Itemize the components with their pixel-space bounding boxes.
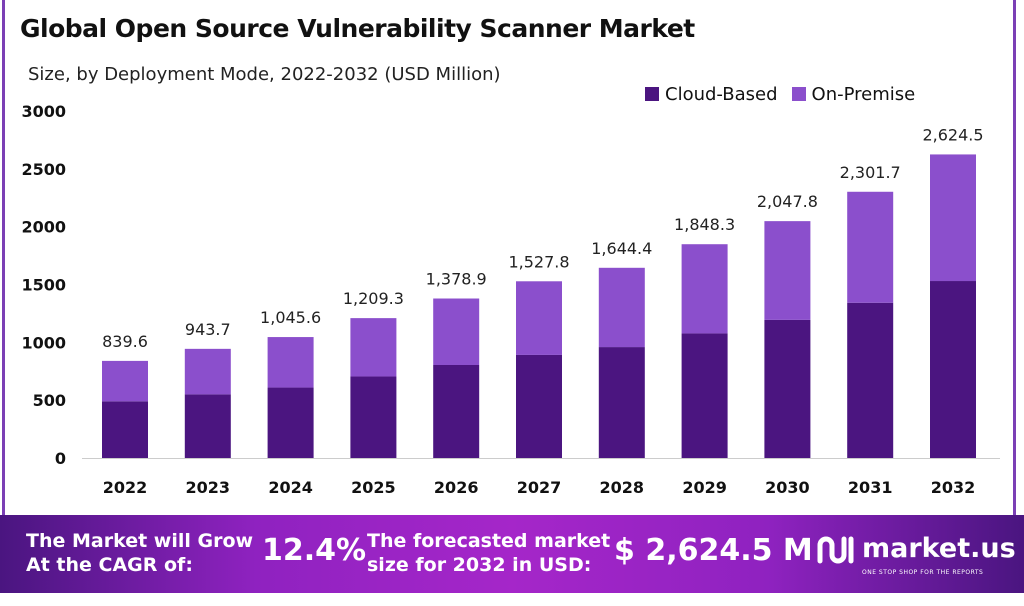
brand-tagline: ONE STOP SHOP FOR THE REPORTS xyxy=(862,569,984,576)
total-data-label: 1,378.9 xyxy=(426,270,487,289)
x-tick-label: 2024 xyxy=(268,478,313,497)
bar-premise xyxy=(764,221,811,320)
y-tick-label: 3000 xyxy=(21,102,66,121)
x-tick-label: 2029 xyxy=(682,478,727,497)
cagr-value: 12.4% xyxy=(262,533,367,568)
y-tick-label: 2000 xyxy=(21,218,66,237)
x-tick-label: 2023 xyxy=(186,478,231,497)
y-tick-label: 500 xyxy=(33,391,66,410)
forecast-label: The forecasted market size for 2032 in U… xyxy=(367,530,611,576)
bar-cloud xyxy=(764,319,811,458)
bar-cloud xyxy=(930,281,976,458)
legend-swatch-cloud xyxy=(645,87,659,101)
total-data-label: 1,644.4 xyxy=(591,239,652,258)
x-tick-label: 2022 xyxy=(103,478,148,497)
total-data-label: 943.7 xyxy=(185,320,231,339)
x-tick-label: 2025 xyxy=(351,478,396,497)
chart-title: Global Open Source Vulnerability Scanner… xyxy=(20,14,695,43)
bar-cloud xyxy=(350,376,397,458)
bar-premise xyxy=(598,267,645,348)
bar-cloud xyxy=(598,347,645,458)
bar-premise xyxy=(930,154,976,282)
x-tick-label: 2031 xyxy=(848,478,893,497)
x-tick-label: 2026 xyxy=(434,478,479,497)
summary-banner: The Market will Grow At the CAGR of: 12.… xyxy=(0,515,1024,593)
x-tick-label: 2030 xyxy=(765,478,810,497)
total-data-label: 2,047.8 xyxy=(757,192,818,211)
brand-name: market.us xyxy=(862,533,1016,564)
bar-cloud xyxy=(102,401,148,458)
bar-premise xyxy=(184,348,231,395)
legend: Cloud-Based On-Premise xyxy=(645,84,915,105)
bar-cloud xyxy=(847,302,894,458)
total-data-label: 839.6 xyxy=(102,332,148,351)
bar-cloud xyxy=(267,387,314,458)
total-data-label: 1,848.3 xyxy=(674,215,735,234)
total-data-label: 2,624.5 xyxy=(922,125,983,144)
bar-cloud xyxy=(184,394,231,458)
bar-premise xyxy=(350,318,397,377)
total-data-label: 1,209.3 xyxy=(343,289,404,308)
legend-swatch-premise xyxy=(791,87,806,101)
bar-cloud xyxy=(433,365,480,458)
forecast-value: $ 2,624.5 M xyxy=(614,533,813,568)
total-data-label: 1,045.6 xyxy=(260,308,321,327)
x-tick-label: 2032 xyxy=(931,478,976,497)
bar-premise xyxy=(516,281,562,355)
chart-frame xyxy=(2,0,1016,515)
bar-cloud xyxy=(681,333,728,458)
bar-premise xyxy=(433,298,480,366)
bar-premise xyxy=(102,360,148,402)
bar-premise xyxy=(267,337,314,388)
y-tick-label: 0 xyxy=(55,449,66,468)
y-tick-label: 1500 xyxy=(21,276,66,295)
x-tick-label: 2027 xyxy=(517,478,562,497)
chart-subtitle: Size, by Deployment Mode, 2022-2032 (USD… xyxy=(28,64,501,85)
bar-cloud xyxy=(516,354,562,458)
bar-premise xyxy=(847,191,894,303)
legend-item-premise: On-Premise xyxy=(791,84,916,105)
chart-svg: 0 500 1000 1500 2000 2500 3000 839.6 2022 943.7 20… xyxy=(21,102,1000,497)
total-data-label: 2,301.7 xyxy=(840,163,901,182)
x-tick-label: 2028 xyxy=(600,478,645,497)
y-tick-label: 1000 xyxy=(21,333,66,352)
legend-label-premise: On-Premise xyxy=(811,84,916,105)
legend-label-cloud: Cloud-Based xyxy=(665,84,778,105)
total-data-label: 1,527.8 xyxy=(508,252,569,271)
cagr-label: The Market will Grow At the CAGR of: xyxy=(26,530,254,576)
legend-item-cloud: Cloud-Based xyxy=(645,84,778,105)
bar-premise xyxy=(681,244,728,334)
y-tick-label: 2500 xyxy=(21,160,66,179)
